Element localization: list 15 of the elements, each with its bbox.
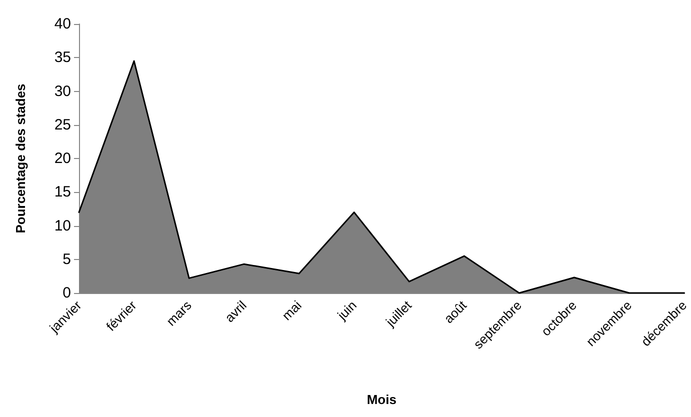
y-tick-label: 10 xyxy=(54,217,71,234)
y-tick-label: 20 xyxy=(54,150,71,167)
y-axis-title: Pourcentage des stades xyxy=(13,84,28,234)
x-tick-label: mai xyxy=(278,298,304,324)
x-tick-label: avril xyxy=(222,298,250,326)
x-tick-label: août xyxy=(441,297,470,326)
x-axis-title: Mois xyxy=(366,392,396,407)
y-tick-label: 40 xyxy=(54,16,71,32)
y-tick-label: 25 xyxy=(54,116,71,134)
y-tick-label: 0 xyxy=(62,284,71,302)
y-tick-label: 30 xyxy=(54,82,71,100)
y-tick-label: 5 xyxy=(62,250,71,268)
x-tick-label: juin xyxy=(334,298,360,324)
y-tick-label: 15 xyxy=(54,184,71,201)
y-tick-label: 35 xyxy=(54,49,71,66)
